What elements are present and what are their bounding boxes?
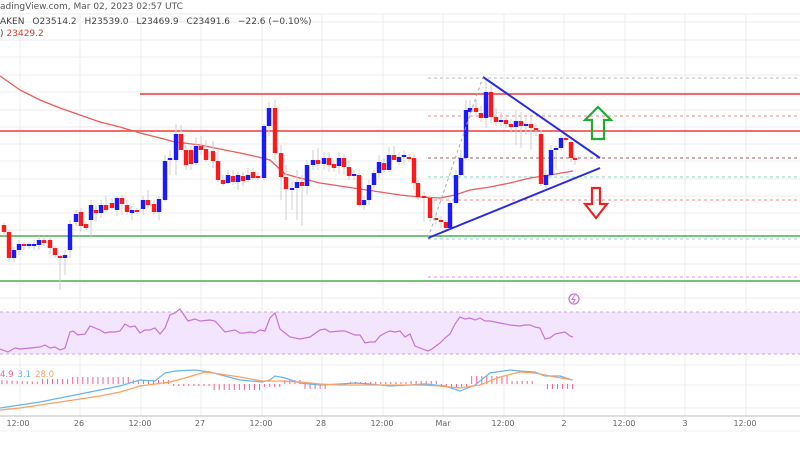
x-axis-tick-label: Mar <box>435 419 451 428</box>
rsi-line <box>0 308 574 353</box>
macd-line <box>0 369 573 409</box>
source-text: adingView.com, Mar 02, 2023 02:57 UTC <box>0 2 183 12</box>
breakout-up-arrow-icon <box>582 105 614 141</box>
macd-pane <box>0 369 574 411</box>
x-axis-tick-label: 12:00 <box>370 419 393 428</box>
ma-legend: ) 23429.2 <box>0 29 49 39</box>
moving-average-line <box>0 75 574 199</box>
ma-value: 23429.2 <box>6 29 44 39</box>
x-axis-tick-label: 2 <box>561 419 566 428</box>
x-axis-tick-label: 28 <box>316 419 326 428</box>
low-value: L23469.9 <box>136 17 179 27</box>
x-axis-tick-label: 26 <box>74 419 84 428</box>
x-axis: 12:00 26 12:00 27 12:00 28 12:00 Mar 12:00 2 12:00… <box>6 419 756 428</box>
x-axis-tick-label: 3 <box>682 419 687 428</box>
macd-signal-value: 28.0 <box>35 370 54 380</box>
source-line: adingView.com, Mar 02, 2023 02:57 UTC <box>0 2 188 12</box>
x-axis-tick-label: 12:00 <box>6 419 29 428</box>
candlestick-series <box>1 80 578 290</box>
vertical-grid <box>19 14 747 416</box>
ohlc-legend: AKEN O23514.2 H23539.0 L23469.9 C23491.6… <box>0 17 317 27</box>
exchange-label: AKEN <box>0 17 25 27</box>
change-value: −22.6 (−0.10%) <box>237 17 312 27</box>
lightning-event-icon[interactable] <box>568 293 580 305</box>
close-value: C23491.6 <box>186 17 231 27</box>
macd-value: 3.1 <box>17 370 32 380</box>
x-axis-tick-label: 12:00 <box>249 419 272 428</box>
high-value: H23539.0 <box>84 17 129 27</box>
macd-legend: 4.9 3.1 28.0 <box>0 370 59 380</box>
x-axis-tick-label: 12:00 <box>491 419 514 428</box>
ma-prefix: ) <box>0 29 4 39</box>
x-axis-tick-label: 27 <box>195 419 205 428</box>
x-axis-tick-label: 12:00 <box>733 419 756 428</box>
rsi-pane <box>0 308 800 355</box>
ascending-trendline[interactable] <box>427 167 601 239</box>
macd-histogram <box>1 376 574 390</box>
x-axis-tick-label: 12:00 <box>612 419 635 428</box>
x-axis-tick-label: 12:00 <box>128 419 151 428</box>
impulse-dashed-line <box>427 76 484 239</box>
descending-trendline[interactable] <box>482 76 601 159</box>
open-value: O23514.2 <box>32 17 77 27</box>
macd-hist-value: 4.9 <box>0 370 14 380</box>
signal-line <box>0 371 574 411</box>
breakdown-down-arrow-icon <box>582 186 610 220</box>
fib-levels <box>428 77 800 278</box>
